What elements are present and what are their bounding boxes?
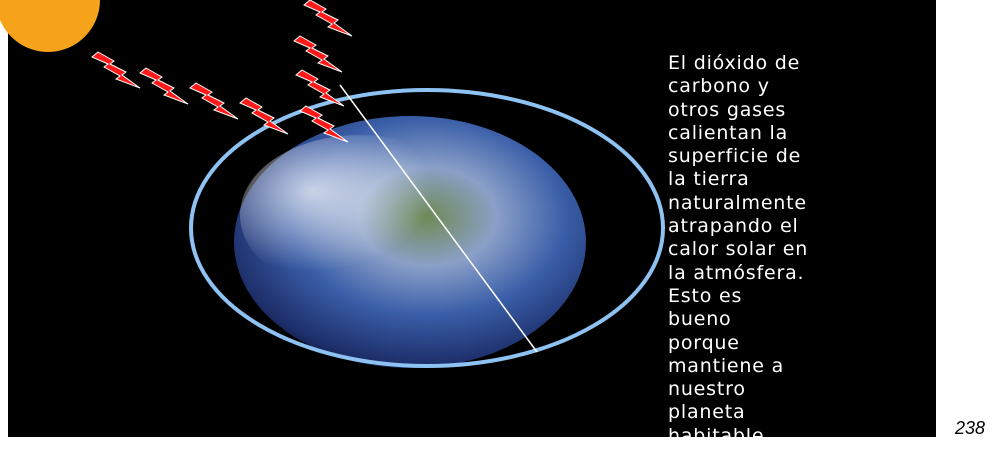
text-line: naturalmente [668,191,807,214]
atmosphere [189,88,665,368]
text-line: la tierra [668,168,750,191]
text-line: habitable. [668,424,772,447]
page-number: 238 [955,418,986,438]
text-line: bueno [668,308,732,331]
text-line: superficie de [668,145,802,168]
text-line: atrapando el [668,215,799,238]
text-line: calor solar en [668,238,809,261]
sun [0,0,100,52]
text-line: la atmósfera. [668,261,805,284]
text-line: nuestro [668,378,746,401]
text-line: El dióxido de [668,52,801,74]
text-line: planeta [668,401,746,424]
text-line: otros gases [668,98,787,121]
text-line: Esto es [668,284,743,307]
clouds [240,135,480,295]
text-line: mantiene a [668,354,785,377]
text-line: calientan la [668,121,789,144]
description: El dióxido de carbono y otros gases calient… [668,52,808,448]
axis-line [339,84,538,353]
text-line: porque [668,331,740,354]
text-line: carbono y [668,75,770,98]
